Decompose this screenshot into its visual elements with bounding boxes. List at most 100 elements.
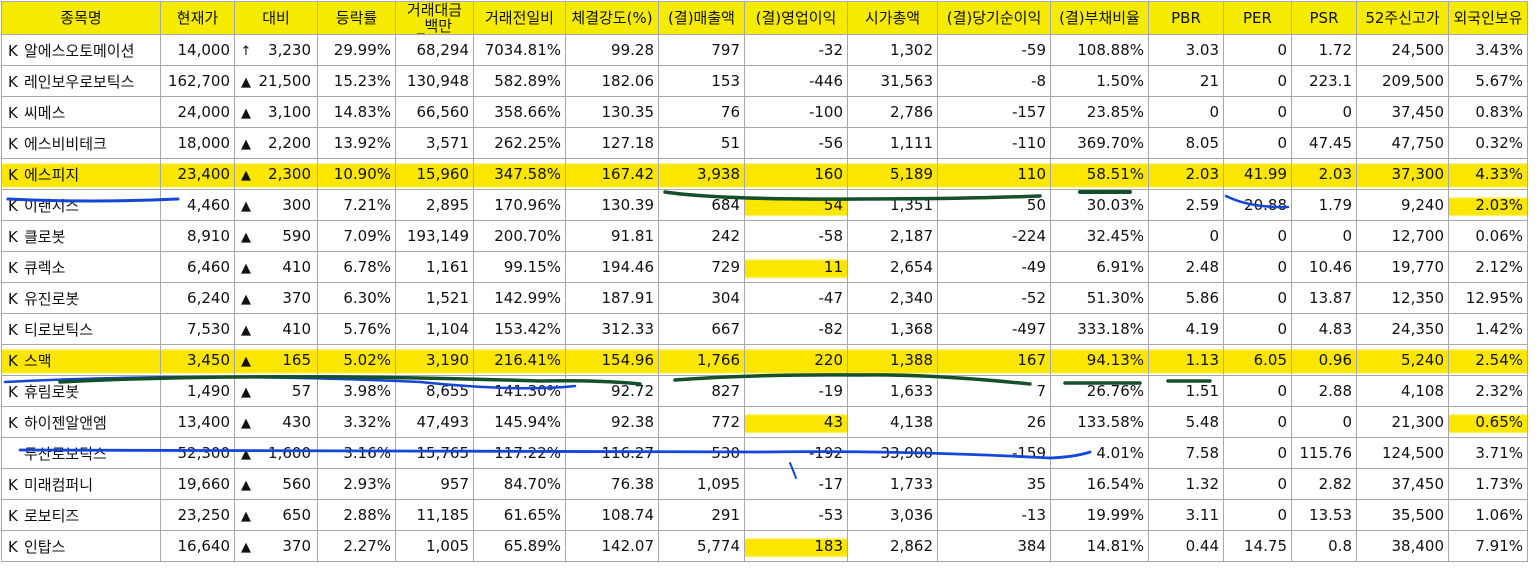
mcap-cell[interactable]: 1,351	[847, 189, 938, 221]
foreign-cell[interactable]: 5.67%	[1448, 65, 1528, 97]
op-cell[interactable]: -446	[744, 65, 848, 97]
debt-cell[interactable]: 30.03%	[1050, 189, 1149, 221]
col-header-net-income[interactable]: (결)당기순이익	[937, 1, 1051, 35]
table-row[interactable]: K 레인보우로보틱스 162,700 ▲ 21,500 15.23% 130,948 582.…	[1, 65, 1528, 97]
strength-cell[interactable]: 182.06	[565, 65, 659, 97]
table-row[interactable]: K 알에스오토메이션 14,000 ↑ 3,230 29.99% 68,294 7034.81…	[1, 34, 1528, 66]
rate-cell[interactable]: 10.90%	[317, 158, 396, 190]
op-cell[interactable]: -32	[744, 34, 848, 66]
mcap-cell[interactable]: 1,733	[847, 468, 938, 500]
per-cell[interactable]: 0	[1223, 220, 1292, 252]
prevratio-cell[interactable]: 200.70%	[473, 220, 566, 252]
table-row[interactable]: K 에스피지 23,400 ▲ 2,300 10.90% 15,960 347.58% 167.…	[1, 158, 1528, 190]
op-cell[interactable]: -56	[744, 127, 848, 159]
col-header-rate[interactable]: 등락률	[317, 1, 396, 35]
strength-cell[interactable]: 92.72	[565, 375, 659, 407]
sales-cell[interactable]: 1,095	[658, 468, 745, 500]
table-row[interactable]: K 이랜시스 4,460 ▲ 300 7.21% 2,895 170.96% 130.39 684…	[1, 189, 1528, 221]
stock-name-cell[interactable]: K 휴림로봇	[1, 375, 161, 407]
strength-cell[interactable]: 154.96	[565, 344, 659, 376]
mcap-cell[interactable]: 5,189	[847, 158, 938, 190]
pbr-cell[interactable]: 0	[1148, 220, 1224, 252]
volume-cell[interactable]: 3,571	[395, 127, 474, 159]
prevratio-cell[interactable]: 142.99%	[473, 282, 566, 314]
debt-cell[interactable]: 333.18%	[1050, 313, 1149, 345]
sales-cell[interactable]: 304	[658, 282, 745, 314]
price-cell[interactable]: 3,450	[160, 344, 235, 376]
volume-cell[interactable]: 66,560	[395, 96, 474, 128]
psr-cell[interactable]: 47.45	[1291, 127, 1357, 159]
stock-name-cell[interactable]: K 유진로봇	[1, 282, 161, 314]
stock-name-cell[interactable]: K 인탑스	[1, 530, 161, 562]
prevratio-cell[interactable]: 117.22%	[473, 437, 566, 469]
sales-cell[interactable]: 729	[658, 251, 745, 283]
high52-cell[interactable]: 4,108	[1356, 375, 1449, 407]
foreign-cell[interactable]: 12.95%	[1448, 282, 1528, 314]
rate-cell[interactable]: 13.92%	[317, 127, 396, 159]
strength-cell[interactable]: 142.07	[565, 530, 659, 562]
prevratio-cell[interactable]: 65.89%	[473, 530, 566, 562]
net-cell[interactable]: -159	[937, 437, 1051, 469]
price-cell[interactable]: 162,700	[160, 65, 235, 97]
price-cell[interactable]: 7,530	[160, 313, 235, 345]
mcap-cell[interactable]: 1,111	[847, 127, 938, 159]
per-cell[interactable]: 0	[1223, 313, 1292, 345]
stock-name-cell[interactable]: K 레인보우로보틱스	[1, 65, 161, 97]
high52-cell[interactable]: 35,500	[1356, 499, 1449, 531]
psr-cell[interactable]: 115.76	[1291, 437, 1357, 469]
rate-cell[interactable]: 3.32%	[317, 406, 396, 438]
high52-cell[interactable]: 124,500	[1356, 437, 1449, 469]
strength-cell[interactable]: 91.81	[565, 220, 659, 252]
table-row[interactable]: K 씨메스 24,000 ▲ 3,100 14.83% 66,560 358.66% 130.3…	[1, 96, 1528, 128]
debt-cell[interactable]: 23.85%	[1050, 96, 1149, 128]
pbr-cell[interactable]: 5.48	[1148, 406, 1224, 438]
psr-cell[interactable]: 4.83	[1291, 313, 1357, 345]
pbr-cell[interactable]: 2.48	[1148, 251, 1224, 283]
sales-cell[interactable]: 291	[658, 499, 745, 531]
sales-cell[interactable]: 153	[658, 65, 745, 97]
sales-cell[interactable]: 667	[658, 313, 745, 345]
net-cell[interactable]: 110	[937, 158, 1051, 190]
volume-cell[interactable]: 1,104	[395, 313, 474, 345]
psr-cell[interactable]: 2.03	[1291, 158, 1357, 190]
pbr-cell[interactable]: 0	[1148, 96, 1224, 128]
change-cell[interactable]: ▲ 370	[234, 282, 318, 314]
stock-name-cell[interactable]: K 이랜시스	[1, 189, 161, 221]
volume-cell[interactable]: 68,294	[395, 34, 474, 66]
sales-cell[interactable]: 684	[658, 189, 745, 221]
debt-cell[interactable]: 133.58%	[1050, 406, 1149, 438]
high52-cell[interactable]: 37,450	[1356, 96, 1449, 128]
rate-cell[interactable]: 5.76%	[317, 313, 396, 345]
high52-cell[interactable]: 21,300	[1356, 406, 1449, 438]
net-cell[interactable]: 35	[937, 468, 1051, 500]
rate-cell[interactable]: 7.21%	[317, 189, 396, 221]
price-cell[interactable]: 23,400	[160, 158, 235, 190]
price-cell[interactable]: 8,910	[160, 220, 235, 252]
op-cell[interactable]: 54	[744, 189, 848, 221]
psr-cell[interactable]: 13.87	[1291, 282, 1357, 314]
stock-name-cell[interactable]: K 스맥	[1, 344, 161, 376]
per-cell[interactable]: 0	[1223, 282, 1292, 314]
foreign-cell[interactable]: 2.54%	[1448, 344, 1528, 376]
net-cell[interactable]: -497	[937, 313, 1051, 345]
stock-name-cell[interactable]: K 미래컴퍼니	[1, 468, 161, 500]
col-header-debt-ratio[interactable]: (결)부채비율	[1050, 1, 1149, 35]
net-cell[interactable]: 384	[937, 530, 1051, 562]
high52-cell[interactable]: 47,750	[1356, 127, 1449, 159]
prevratio-cell[interactable]: 262.25%	[473, 127, 566, 159]
high52-cell[interactable]: 9,240	[1356, 189, 1449, 221]
volume-cell[interactable]: 15,960	[395, 158, 474, 190]
volume-cell[interactable]: 1,521	[395, 282, 474, 314]
price-cell[interactable]: 18,000	[160, 127, 235, 159]
sales-cell[interactable]: 797	[658, 34, 745, 66]
mcap-cell[interactable]: 31,563	[847, 65, 938, 97]
debt-cell[interactable]: 58.51%	[1050, 158, 1149, 190]
per-cell[interactable]: 6.05	[1223, 344, 1292, 376]
net-cell[interactable]: -110	[937, 127, 1051, 159]
prevratio-cell[interactable]: 61.65%	[473, 499, 566, 531]
prevratio-cell[interactable]: 582.89%	[473, 65, 566, 97]
change-cell[interactable]: ↑ 3,230	[234, 34, 318, 66]
price-cell[interactable]: 1,490	[160, 375, 235, 407]
strength-cell[interactable]: 130.39	[565, 189, 659, 221]
volume-cell[interactable]: 193,149	[395, 220, 474, 252]
